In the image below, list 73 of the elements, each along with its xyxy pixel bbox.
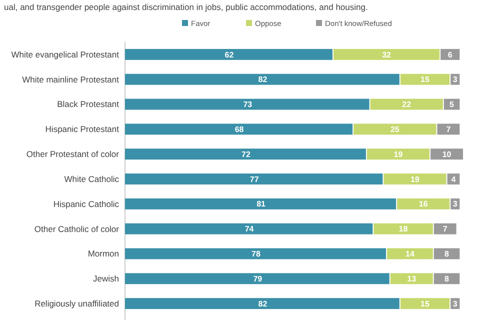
data-label: 78: [252, 250, 262, 259]
bar: [125, 124, 353, 135]
data-label: 82: [258, 75, 268, 84]
y-tick-label: White evangelical Protestant: [11, 49, 120, 60]
bar: [400, 298, 450, 310]
bar: [125, 298, 400, 310]
bar: [390, 273, 433, 284]
data-label: 15: [420, 75, 430, 84]
data-label: 18: [398, 224, 408, 234]
y-tick-label: White Catholic: [64, 174, 120, 184]
bar: [125, 248, 386, 260]
data-label: 6: [448, 50, 453, 60]
y-tick-label: Black Protestant: [57, 99, 120, 110]
bar: [125, 174, 383, 184]
data-label: 3: [452, 200, 458, 209]
data-label: 25: [390, 124, 400, 134]
data-label: 19: [394, 150, 404, 159]
data-label: 82: [258, 299, 268, 308]
bar: [434, 248, 460, 260]
data-label: 4: [451, 174, 456, 184]
bar: [387, 248, 433, 260]
data-label: 8: [444, 274, 450, 284]
y-tick-label: Religiously unaffiliated: [34, 298, 120, 309]
bar: [125, 48, 332, 60]
bar: [125, 74, 400, 85]
data-label: 62: [224, 50, 234, 60]
bar: [366, 148, 430, 160]
data-label: 3: [452, 75, 458, 84]
bar: [440, 48, 460, 60]
bar: [333, 48, 440, 60]
data-label: 81: [256, 200, 266, 209]
bar: [354, 124, 436, 135]
y-tick-label: Mormon: [88, 248, 120, 259]
data-label: 22: [402, 100, 412, 110]
data-label: 3: [452, 299, 458, 308]
bar: [434, 223, 456, 234]
bar: [125, 98, 370, 110]
y-tick-label: Hispanic Protestant: [45, 124, 120, 134]
bar: [430, 148, 463, 160]
y-tick-label: White mainline Protestant: [22, 74, 120, 84]
y-tick-label: Jewish: [93, 274, 120, 284]
data-label: 72: [242, 150, 251, 159]
chart-title: ual, and transgender people against discrimination in jobs, public accommodations, and housing.: [4, 2, 368, 12]
data-label: 13: [407, 274, 417, 284]
data-label: 74: [244, 224, 254, 234]
y-tick-label: Other Catholic of color: [34, 224, 120, 234]
data-label: 10: [442, 150, 452, 159]
bar: [437, 124, 460, 135]
bar: [434, 273, 460, 284]
y-tick-label: Hispanic Catholic: [53, 198, 120, 209]
bar: [125, 223, 373, 234]
bar: [125, 148, 366, 160]
data-label: 77: [250, 174, 260, 184]
data-label: 7: [446, 124, 452, 134]
data-label: 14: [406, 250, 415, 259]
data-label: 8: [444, 250, 450, 259]
bar: [400, 74, 450, 85]
bar: [125, 198, 396, 210]
bar: [384, 174, 446, 184]
bar: [397, 198, 450, 210]
data-label: 5: [450, 100, 455, 110]
data-label: 7: [442, 224, 448, 234]
data-label: 19: [410, 174, 420, 184]
data-label: 16: [418, 200, 428, 209]
y-tick-label: Other Protestant of color: [26, 149, 120, 160]
bar: [125, 273, 390, 284]
bar: [370, 98, 443, 110]
data-label: 73: [243, 100, 253, 110]
data-label: 32: [382, 50, 392, 60]
data-label: 79: [253, 274, 263, 284]
data-label: 15: [420, 299, 430, 308]
bar: [374, 223, 433, 234]
data-label: 68: [234, 124, 244, 134]
